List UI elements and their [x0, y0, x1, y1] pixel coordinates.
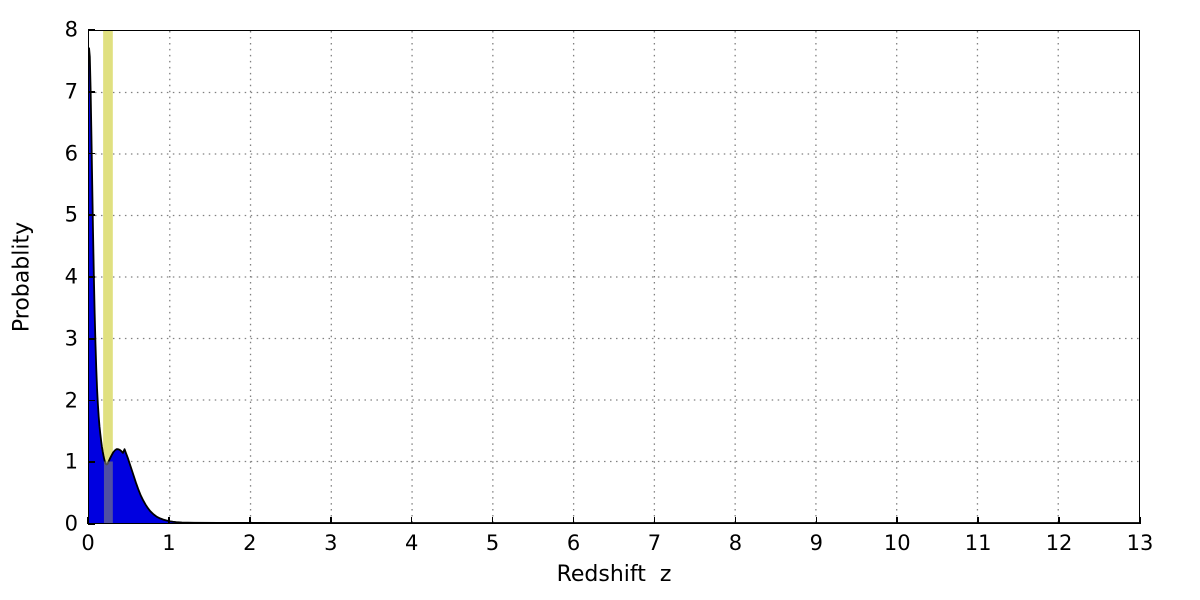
x-tick-label: 2 [243, 531, 257, 555]
x-tick-mark [815, 517, 818, 524]
x-tick-label: 5 [485, 531, 500, 555]
y-tick-mark [88, 29, 95, 31]
grid-lines [89, 31, 1139, 523]
x-tick-mark [249, 517, 251, 524]
y-tick-label: 1 [64, 449, 78, 474]
x-tick-label: 7 [647, 531, 662, 555]
x-tick-mark [491, 517, 494, 524]
series-areas [89, 47, 1139, 523]
x-tick-mark [896, 517, 899, 524]
series-outline [89, 47, 1139, 523]
y-tick-label: 7 [64, 79, 78, 104]
y-tick-mark [88, 276, 95, 278]
x-tick-mark [653, 517, 656, 524]
x-tick-mark [572, 517, 575, 524]
x-tick-mark [734, 517, 737, 524]
x-tick-mark [1139, 517, 1141, 524]
x-tick-label: 12 [1045, 531, 1073, 555]
plot-area-svg [89, 31, 1139, 523]
x-axis-label: Redshift z [556, 562, 672, 587]
x-tick-label: 0 [81, 531, 95, 555]
x-tick-mark [977, 517, 979, 524]
x-tick-label: 13 [1126, 531, 1154, 555]
x-tick-mark [1058, 517, 1060, 524]
y-tick-label: 0 [64, 511, 78, 536]
x-tick-mark [87, 517, 89, 524]
x-tick-label: 6 [566, 531, 581, 555]
plot-axes [88, 30, 1140, 524]
y-tick-label: 4 [64, 264, 78, 289]
y-tick-label: 5 [64, 202, 78, 227]
x-tick-label: 11 [964, 531, 992, 555]
x-tick-label: 3 [324, 531, 338, 555]
y-tick-label: 3 [64, 326, 78, 351]
y-tick-mark [88, 337, 95, 340]
x-tick-mark [410, 517, 413, 524]
y-tick-mark [88, 461, 95, 464]
y-tick-label: 6 [64, 141, 78, 165]
annotation-bands-overlay [103, 461, 113, 523]
spectroscopic-redshift-band [103, 31, 113, 523]
y-tick-mark [88, 152, 95, 155]
y-tick-mark [88, 90, 95, 93]
y-tick-label: 2 [64, 388, 78, 412]
x-tick-label: 4 [405, 531, 419, 555]
y-tick-mark [88, 399, 95, 402]
x-tick-mark [168, 517, 170, 524]
series-area-fill [89, 47, 1139, 523]
photometric-redshift-band [103, 461, 113, 523]
x-tick-label: 8 [728, 531, 743, 555]
y-axis-label: Probablity [9, 221, 35, 333]
y-tick-mark [88, 523, 95, 525]
x-tick-label: 1 [162, 531, 176, 555]
x-tick-label: 10 [883, 531, 911, 555]
x-tick-mark [329, 517, 332, 524]
x-tick-label: 9 [809, 531, 823, 555]
y-tick-label: 8 [64, 17, 78, 42]
annotation-bands [103, 31, 113, 523]
y-tick-mark [88, 214, 95, 217]
